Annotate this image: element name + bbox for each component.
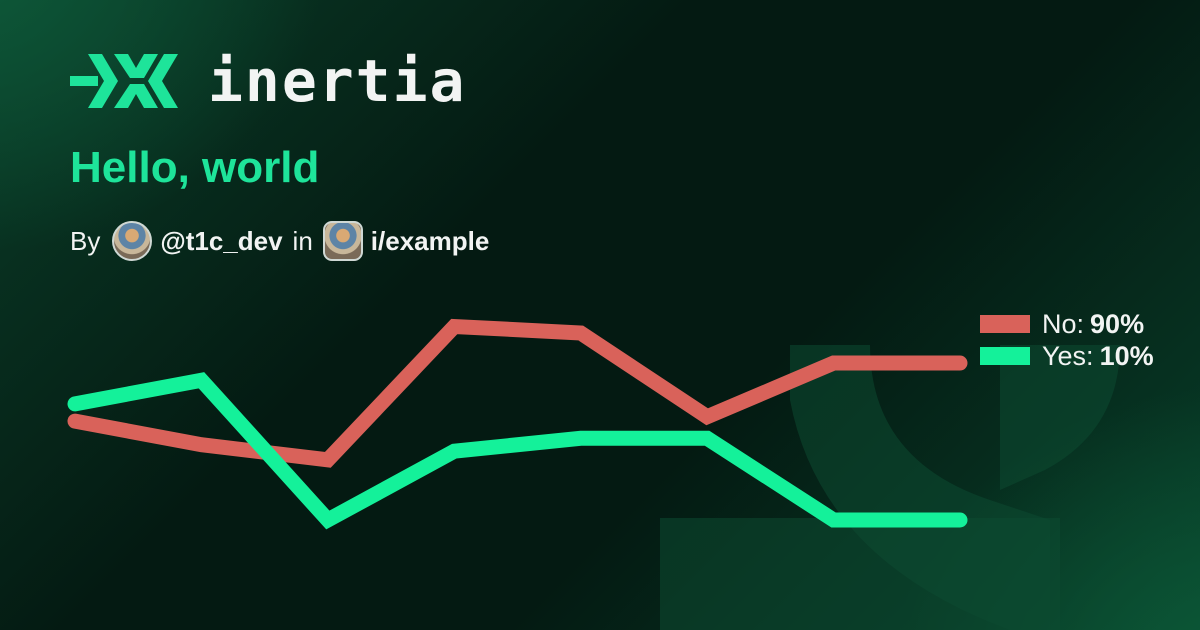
series-line-no: [67, 318, 968, 468]
legend-swatch-yes: [980, 347, 1030, 365]
legend-value-no: 90%: [1090, 308, 1145, 339]
legend-value-yes: 10%: [1099, 340, 1154, 371]
data-point-yes-6: [833, 519, 835, 521]
data-point-yes-3: [453, 450, 455, 452]
data-point-no-2: [327, 459, 329, 461]
data-point-yes-1: [200, 379, 202, 381]
data-point-yes-0: [74, 403, 76, 405]
brand-name: inertia: [208, 47, 467, 115]
data-point-no-7: [959, 362, 961, 364]
data-point-no-4: [580, 332, 582, 334]
in-label: in: [292, 225, 313, 256]
by-label: By: [70, 225, 101, 256]
data-point-yes-2: [327, 519, 329, 521]
chart-legend: No: 90% Yes: 10%: [980, 308, 1154, 372]
author-avatar[interactable]: [112, 221, 153, 261]
post-title: Hello, world: [70, 143, 320, 192]
data-point-no-3: [453, 326, 455, 327]
data-point-no-1: [200, 444, 202, 446]
data-point-yes-5: [706, 437, 708, 439]
byline: By @t1c_dev in i/example: [70, 218, 489, 264]
series-line-yes: [67, 372, 968, 530]
data-point-no-5: [706, 416, 708, 418]
inertia-logo-icon: [70, 54, 178, 108]
legend-label-yes: Yes:: [1042, 340, 1094, 371]
data-point-no-0: [74, 420, 76, 422]
community-link[interactable]: i/example: [370, 225, 490, 256]
author-link[interactable]: @t1c_dev: [160, 225, 283, 256]
data-point-no-6: [833, 362, 835, 364]
data-point-yes-7: [959, 519, 961, 521]
legend-swatch-no: [980, 315, 1030, 333]
legend-label-no: No:: [1042, 308, 1085, 339]
brand-logo[interactable]: inertia: [70, 48, 466, 114]
legend-item-yes: Yes: 10%: [980, 340, 1154, 372]
legend-item-no: No: 90%: [980, 308, 1154, 340]
data-point-yes-4: [580, 437, 582, 439]
community-avatar[interactable]: [322, 221, 363, 261]
